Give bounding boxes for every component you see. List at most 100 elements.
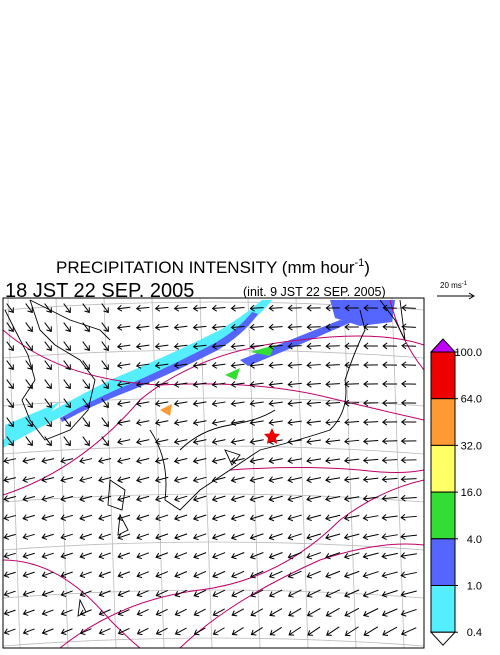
colorbar-over [429,338,457,353]
wind-arrow [101,303,109,314]
wind-arrow [82,398,90,409]
wind-arrow [325,361,340,369]
wind-arrow [343,476,360,483]
wind-arrow [249,400,264,407]
wind-arrow [154,476,169,483]
wind-arrow [344,304,359,312]
wind-arrow [211,533,226,541]
wind-arrow [41,514,54,521]
wind-arrow [117,514,131,522]
wind-arrow [249,361,264,369]
wind-arrow [268,304,283,312]
title: PRECIPITATION INTENSITY (mm hour-1) [56,257,370,277]
wind-arrow [82,436,90,447]
wind-arrow [381,608,398,617]
wind-arrow [155,571,169,579]
wind-arrow [154,362,169,369]
wind-arrow [401,304,416,312]
wind-arrow [249,457,264,464]
wind-arrow [154,381,169,388]
wind-arrow [249,342,264,350]
wind-arrow [250,608,264,617]
wind-scale-superscript: -1 [462,281,468,287]
wind-arrow [135,304,150,312]
wind-arrow [63,303,71,314]
wind-arrow [192,514,207,522]
wind-arrow [117,627,130,636]
wind-arrow [381,533,398,541]
wind-arrow [22,476,36,483]
wind-arrow [3,514,16,521]
wind-arrow [6,398,14,409]
wind-arrow [6,417,14,428]
wind-arrow [211,400,226,407]
meridian [295,298,309,648]
wind-arrow [306,323,321,331]
wind-arrow [211,457,226,464]
wind-arrow [306,514,322,522]
wind-arrow [401,342,416,350]
wind-arrow [287,323,302,331]
wind-arrow [173,438,188,445]
wind-arrow [116,400,131,407]
wind-arrow [325,570,341,579]
wind-arrow [193,552,207,560]
wind-arrow [116,362,131,369]
wind-arrow [192,438,207,445]
wind-arrow [269,608,283,617]
wind-arrow [25,303,33,314]
wind-arrow [306,304,321,312]
wind-arrow [174,533,188,541]
meridian [391,298,405,648]
wind-arrow [249,476,264,484]
wind-arrow [306,552,322,560]
wind-arrow [325,457,341,464]
wind-arrow [22,457,36,464]
wind-arrow [287,495,302,503]
wind-arrow [211,438,226,445]
wind-scale-text: 20 ms [440,281,462,290]
wind-arrow [326,626,340,636]
wind-arrow [174,514,188,522]
wind-arrow [344,399,360,407]
meridian [151,298,165,648]
wind-arrow [401,323,416,331]
wind-arrow [325,533,341,541]
title-text: PRECIPITATION INTENSITY (mm hour [56,258,355,277]
wind-arrow [44,303,52,314]
wind-arrow [193,589,207,598]
wind-arrow [288,626,302,636]
wind-arrow [400,399,417,407]
wind-arrow [344,626,359,637]
wind-arrow [116,342,131,350]
wind-arrow [212,589,226,598]
meridian [247,298,261,648]
wind-arrow [306,342,321,350]
wind-arrow [230,495,245,503]
wind-arrow [344,607,360,617]
wind-arrow [192,304,207,312]
wind-arrow [3,552,16,559]
wind-arrow [63,322,71,333]
wind-arrow [135,419,150,426]
wind-arrow [362,456,379,464]
wind-arrow [363,304,378,312]
wind-arrow [306,570,321,579]
wind-arrow [135,438,150,445]
wind-arrow [25,398,33,409]
colorbar: 100.0 64.0 32.0 16.0 4.0 1.0 0.4 [429,338,482,646]
wind-arrow [306,399,321,407]
wind-arrow [362,571,379,579]
wind-arrow [60,552,73,559]
wind-arrow [174,571,188,579]
wind-arrow [63,417,71,428]
wind-arrow [116,304,131,312]
wind-arrow [192,362,207,369]
wind-arrow [401,361,417,369]
wind-arrow [155,589,168,598]
wind-arrow [154,323,169,331]
wind-arrow [173,457,188,464]
wind-arrow [343,533,360,541]
wind-arrow [192,381,207,388]
wind-arrow [136,627,149,636]
